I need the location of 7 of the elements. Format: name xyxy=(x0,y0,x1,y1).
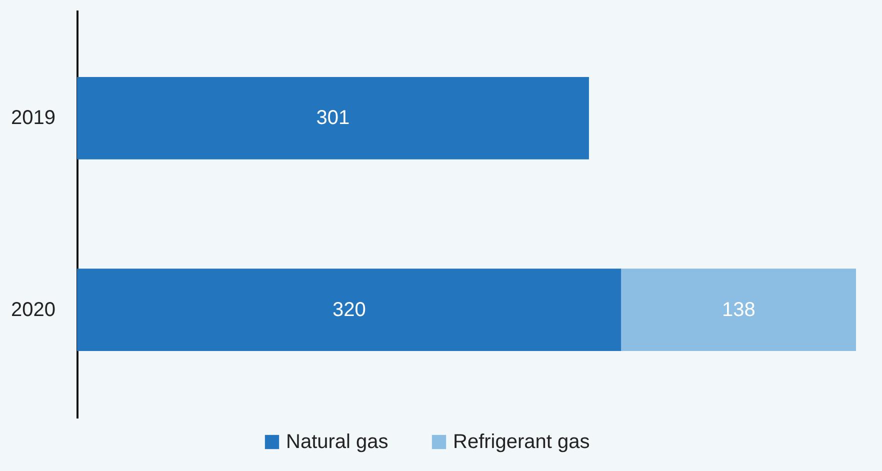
data-label: 138 xyxy=(722,298,756,321)
y-tick-label: 2019 xyxy=(11,107,56,130)
data-label: 320 xyxy=(332,298,366,321)
data-label: 301 xyxy=(316,107,350,130)
legend-label: Refrigerant gas xyxy=(453,431,590,453)
legend-label: Natural gas xyxy=(286,431,388,453)
y-tick-label: 2020 xyxy=(11,298,56,321)
